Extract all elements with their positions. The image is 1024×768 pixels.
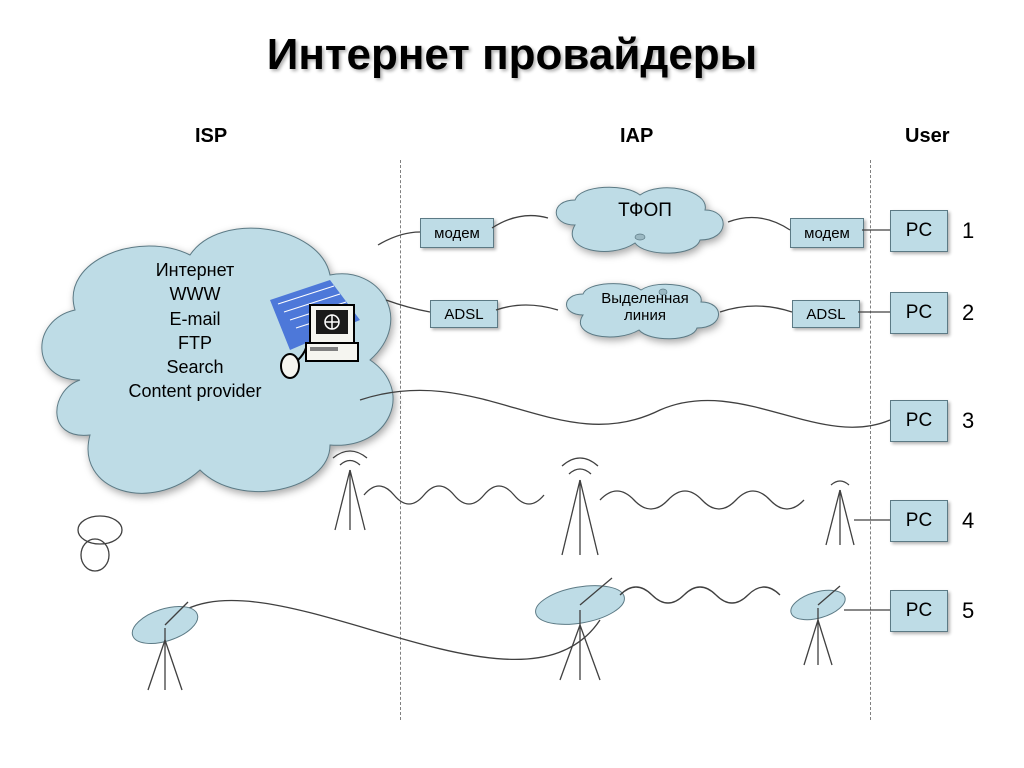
user-antenna-row4-icon (826, 481, 854, 545)
wave-row4-right (600, 491, 804, 509)
isp-line-5: Content provider (95, 379, 295, 403)
modem-right-box: модем (790, 218, 864, 248)
dish-left-icon (128, 599, 203, 690)
pc-box-1: PC (890, 210, 948, 252)
dish-far-left-icon (78, 516, 122, 571)
pc-box-2: PC (890, 292, 948, 334)
rownum-2: 2 (962, 300, 974, 326)
tfop-label: ТФОП (595, 200, 695, 222)
divider-isp-iap (400, 160, 401, 720)
col-header-user: User (905, 125, 949, 148)
adsl-right-box: ADSL (792, 300, 860, 328)
pc-box-3: PC (890, 400, 948, 442)
isp-line-1: WWW (95, 282, 295, 306)
diagram-stage: Интернет провайдеры ISP IAP User Интерне… (0, 0, 1024, 768)
col-header-iap: IAP (620, 125, 653, 148)
col-header-isp: ISP (195, 125, 227, 148)
page-title: Интернет провайдеры (0, 30, 1024, 80)
tfop-cloud (545, 185, 735, 260)
isp-line-4: Search (95, 355, 295, 379)
isp-line-2: E-mail (95, 307, 295, 331)
pc-box-4: PC (890, 500, 948, 542)
divider-iap-user (870, 160, 871, 720)
dish-user-icon (788, 585, 849, 665)
dish-mid-icon (533, 578, 628, 680)
pc-box-5: PC (890, 590, 948, 632)
isp-line-3: FTP (95, 331, 295, 355)
rownum-5: 5 (962, 598, 974, 624)
rownum-1: 1 (962, 218, 974, 244)
adsl-left-box: ADSL (430, 300, 498, 328)
isp-cloud-text: Интернет WWW E-mail FTP Search Content p… (95, 258, 295, 404)
isp-line-0: Интернет (95, 258, 295, 282)
rownum-4: 4 (962, 508, 974, 534)
wave-row5 (620, 587, 780, 603)
rownum-3: 3 (962, 408, 974, 434)
mid-antenna-icon (562, 458, 598, 555)
leased-line-label: Выделенная линия (580, 291, 710, 324)
modem-left-box: модем (420, 218, 494, 248)
computer-icon (270, 280, 380, 380)
